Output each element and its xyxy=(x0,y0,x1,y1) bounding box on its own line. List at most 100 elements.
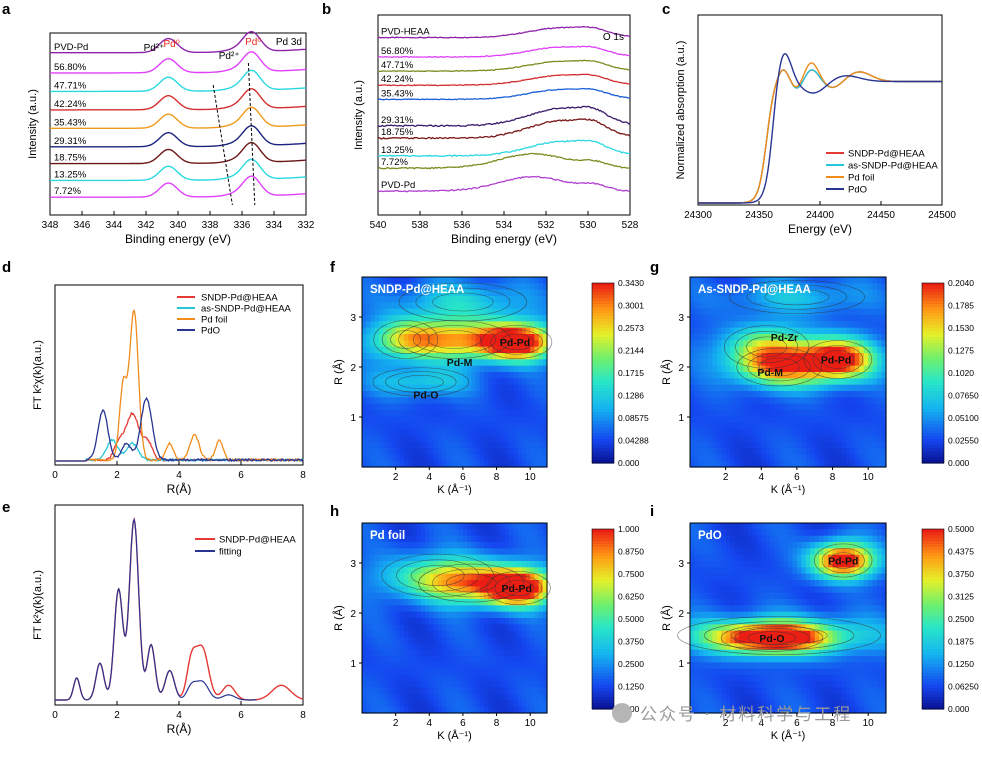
x-tick-label: 10 xyxy=(863,472,875,483)
x-tick-label: 24500 xyxy=(928,210,956,221)
legend-label: SNDP-Pd@HEAA xyxy=(219,535,296,546)
x-tick-label: 534 xyxy=(496,220,513,231)
x-tick-label: 332 xyxy=(298,220,315,231)
panel-label-i: i xyxy=(650,503,654,520)
x-tick-label: 6 xyxy=(460,718,466,729)
colorbar-tick-label: 0.000 xyxy=(618,458,640,468)
legend-label: fitting xyxy=(219,547,242,558)
colorbar-tick-label: 0.2040 xyxy=(948,278,974,288)
colorbar-tick-label: 1.000 xyxy=(618,524,640,534)
legend-label: PdO xyxy=(201,326,220,337)
xps-curve xyxy=(50,176,306,197)
y-tick-label: 2 xyxy=(350,609,356,620)
colorbar-tick-label: 0.4375 xyxy=(948,547,974,557)
panel-label-f: f xyxy=(330,259,335,276)
peak-annotation: Pd⁰ xyxy=(163,39,179,50)
colorbar-tick-label: 0.3125 xyxy=(948,592,974,602)
heatmap-title: Pd foil xyxy=(370,530,405,542)
bond-label: Pd-Pd xyxy=(500,337,530,349)
peak-annotation: Pd²⁺ xyxy=(144,43,165,54)
panel-label-a: a xyxy=(2,1,10,18)
legend-label: as-SNDP-Pd@HEAA xyxy=(201,304,292,315)
series-label: 29.31% xyxy=(381,115,414,126)
x-tick-label: 10 xyxy=(525,472,537,483)
x-tick-label: 24300 xyxy=(684,210,712,221)
x-tick-label: 536 xyxy=(454,220,471,231)
x-tick-label: 2 xyxy=(114,470,120,481)
watermark: 公众号 · 材料科学与工程 xyxy=(612,700,852,725)
colorbar-tick-label: 0.2573 xyxy=(618,323,644,333)
series-label: 42.24% xyxy=(54,99,87,110)
panel-label-c: c xyxy=(662,1,670,18)
heatmap-title: PdO xyxy=(698,530,722,542)
xanes-curve xyxy=(698,70,942,203)
x-tick-label: 6 xyxy=(794,472,800,483)
plot-frame xyxy=(378,15,630,215)
x-tick-label: 4 xyxy=(176,470,182,481)
y-axis-label: Intensity (a.u.) xyxy=(27,89,39,159)
xps-curve xyxy=(50,143,306,164)
series-label: PVD-Pd xyxy=(54,42,88,53)
x-tick-label: 8 xyxy=(300,470,306,481)
colorbar-tick-label: 0.04288 xyxy=(618,436,649,446)
y-tick-label: 1 xyxy=(678,413,684,424)
x-tick-label: 4 xyxy=(176,710,182,721)
y-tick-label: 1 xyxy=(350,659,356,670)
x-tick-label: 342 xyxy=(138,220,155,231)
panel-label-h: h xyxy=(330,503,339,520)
bond-label: Pd-O xyxy=(759,633,784,645)
x-tick-label: 10 xyxy=(525,718,537,729)
x-tick-label: 334 xyxy=(266,220,283,231)
x-tick-label: 538 xyxy=(412,220,429,231)
colorbar xyxy=(592,283,614,464)
series-label: 13.25% xyxy=(381,145,414,156)
legend-label: Pd foil xyxy=(848,173,874,184)
heatmap-title: As-SNDP-Pd@HEAA xyxy=(698,284,811,296)
x-tick-label: 4 xyxy=(426,472,432,483)
colorbar-tick-label: 0.1250 xyxy=(948,659,974,669)
colorbar-tick-label: 0.2144 xyxy=(618,346,644,356)
series-label: 56.80% xyxy=(381,46,414,57)
colorbar-tick-label: 0.5000 xyxy=(618,614,644,624)
colorbar-tick-label: 0.6250 xyxy=(618,592,644,602)
x-tick-label: 4 xyxy=(426,718,432,729)
ft-curve xyxy=(55,311,303,461)
x-tick-label: 528 xyxy=(622,220,639,231)
series-label: 29.31% xyxy=(54,136,87,147)
plot-frame xyxy=(50,33,306,215)
pd0-dashed-line xyxy=(248,63,254,205)
colorbar-tick-label: 0.000 xyxy=(948,458,970,468)
x-axis-label: K (Å⁻¹) xyxy=(437,729,472,742)
peak-annotation: Pd⁰ xyxy=(245,37,261,48)
x-axis-label: R(Å) xyxy=(167,721,192,736)
colorbar-tick-label: 0.3430 xyxy=(618,278,644,288)
colorbar-tick-label: 0.1715 xyxy=(618,368,644,378)
colorbar-tick-label: 0.8750 xyxy=(618,547,644,557)
y-tick-label: 2 xyxy=(350,363,356,374)
colorbar-tick-label: 0.7500 xyxy=(618,569,644,579)
x-tick-label: 2 xyxy=(393,718,399,729)
x-tick-label: 6 xyxy=(460,472,466,483)
ft-curve xyxy=(55,440,303,461)
colorbar-tick-label: 0.3750 xyxy=(948,569,974,579)
bond-label: Pd-Zr xyxy=(771,332,798,344)
colorbar-tick-label: 0.1785 xyxy=(948,301,974,311)
peak-annotation: Pd²⁺ xyxy=(219,51,240,62)
xps-curve xyxy=(50,159,306,180)
x-tick-label: 24400 xyxy=(806,210,834,221)
heatmap-title: SNDP-Pd@HEAA xyxy=(370,284,464,296)
x-tick-label: 24450 xyxy=(867,210,895,221)
panel-label-e: e xyxy=(2,499,10,516)
bond-label: Pd-Pd xyxy=(502,583,532,595)
